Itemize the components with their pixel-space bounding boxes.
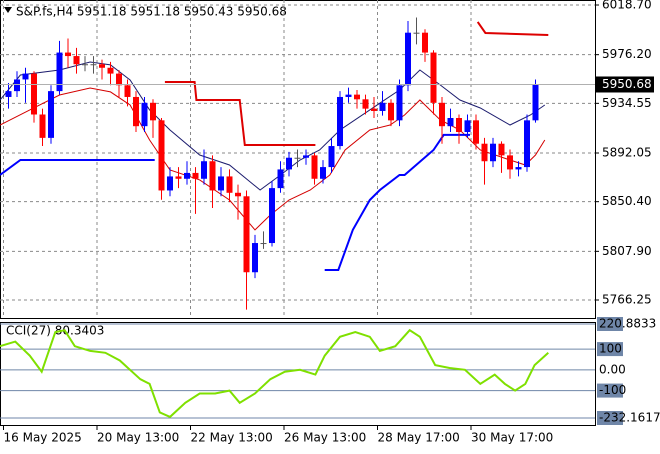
candle-body bbox=[456, 118, 462, 133]
candle-body bbox=[133, 96, 139, 127]
candle-body bbox=[507, 155, 513, 170]
candle-body bbox=[481, 143, 488, 162]
cci-panel-border bbox=[0, 322, 596, 426]
candle-body bbox=[405, 32, 411, 86]
candle-body bbox=[14, 79, 20, 92]
candle-body bbox=[48, 91, 54, 138]
candle-body bbox=[124, 85, 131, 97]
candle-body bbox=[269, 188, 275, 244]
candle-body bbox=[430, 52, 437, 103]
candle-body bbox=[515, 167, 522, 170]
y-tick-label: 220.8833 bbox=[599, 317, 656, 331]
candle-body bbox=[73, 56, 80, 65]
x-tick-label: 20 May 13:00 bbox=[97, 431, 179, 445]
candle-body bbox=[31, 73, 37, 115]
candle-body bbox=[192, 172, 199, 179]
candle-body bbox=[107, 67, 114, 74]
y-tick-label: 5934.55 bbox=[602, 96, 652, 110]
candle-body bbox=[464, 120, 471, 133]
candle-body bbox=[184, 172, 190, 179]
candle-body bbox=[396, 85, 403, 121]
level-label-box bbox=[597, 411, 623, 425]
y-tick-label: 100 bbox=[599, 342, 622, 356]
candle-body bbox=[99, 64, 105, 68]
y-tick-label: 0.00 bbox=[599, 362, 626, 376]
candle-body bbox=[65, 52, 71, 57]
candle-body bbox=[260, 243, 267, 245]
candle-body bbox=[354, 94, 360, 100]
y-tick-label: -100 bbox=[599, 383, 626, 397]
y-tick-label: 5766.25 bbox=[602, 293, 652, 307]
y-tick-label: 6018.70 bbox=[602, 0, 652, 12]
candle-body bbox=[532, 84, 539, 121]
candle-body bbox=[337, 96, 343, 147]
candle-body bbox=[235, 192, 241, 197]
price-panel-border bbox=[0, 0, 596, 319]
candle-body bbox=[90, 64, 97, 66]
candle-body bbox=[5, 91, 12, 97]
candle-body bbox=[277, 169, 284, 189]
x-tick-label: 28 May 17:00 bbox=[378, 431, 460, 445]
candle-body bbox=[252, 243, 258, 273]
level-label-box bbox=[597, 317, 623, 331]
last-price-label: 5950.68 bbox=[602, 77, 652, 91]
last-price-box bbox=[596, 76, 654, 93]
candle-body bbox=[439, 102, 445, 127]
level-label-box bbox=[597, 383, 623, 398]
indicator-line bbox=[0, 133, 470, 271]
candle-body bbox=[209, 161, 216, 191]
candle-body bbox=[379, 102, 386, 111]
y-tick-label: 5976.20 bbox=[602, 47, 652, 61]
x-tick-label: 26 May 13:00 bbox=[284, 431, 366, 445]
candle-body bbox=[56, 52, 63, 92]
candle-body bbox=[82, 64, 88, 66]
indicator-line bbox=[0, 328, 549, 419]
candle-body bbox=[226, 176, 233, 193]
candle-body bbox=[362, 99, 369, 109]
candle-body bbox=[345, 94, 352, 97]
candle-body bbox=[150, 102, 156, 121]
candle-body bbox=[141, 102, 148, 127]
candle-body bbox=[422, 32, 428, 53]
candle-body bbox=[524, 120, 530, 168]
candle-body bbox=[218, 176, 224, 191]
cci-title: CCI(27) 80.3403 bbox=[6, 324, 104, 338]
candle-body bbox=[447, 118, 454, 127]
candle-body bbox=[311, 155, 318, 179]
level-label-box bbox=[597, 342, 623, 357]
candle-body bbox=[175, 176, 182, 179]
candle-body bbox=[303, 155, 309, 158]
candle-body bbox=[328, 146, 335, 168]
y-tick-label: 5850.40 bbox=[602, 194, 652, 208]
candle-body bbox=[201, 161, 207, 179]
candle-body bbox=[286, 157, 292, 170]
indicator-line bbox=[164, 21, 549, 146]
candle-body bbox=[116, 73, 122, 86]
y-tick-label: -232.1617 bbox=[599, 411, 660, 425]
symbol-triangle bbox=[4, 7, 12, 13]
candle-body bbox=[490, 143, 496, 162]
candle-body bbox=[158, 120, 165, 191]
candle-body bbox=[320, 167, 326, 179]
y-tick-label: 5807.90 bbox=[602, 244, 652, 258]
candle-body bbox=[413, 32, 420, 34]
chart-title: S&P.fs,H4 5951.18 5951.18 5950.43 5950.6… bbox=[16, 5, 287, 19]
candle-body bbox=[167, 176, 173, 191]
candle-body bbox=[498, 143, 505, 156]
candle-body bbox=[39, 114, 46, 138]
x-tick-label: 22 May 13:00 bbox=[191, 431, 273, 445]
candle-body bbox=[473, 120, 479, 144]
candle-body bbox=[243, 196, 250, 273]
x-tick-label: 30 May 17:00 bbox=[471, 431, 553, 445]
candle-body bbox=[294, 157, 301, 159]
y-tick-label: 5892.05 bbox=[602, 145, 652, 159]
x-tick-label: 16 May 2025 bbox=[4, 431, 82, 445]
candle-body bbox=[22, 73, 29, 80]
candle-body bbox=[388, 102, 394, 121]
candle-body bbox=[371, 108, 377, 111]
